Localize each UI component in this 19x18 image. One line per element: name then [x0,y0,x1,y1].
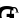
Legend: Titration data, Fitted binding model: Titration data, Fitted binding model [12,12,19,18]
Text: 0.0403 mM DANPY-1 in pH 7.2 TE buffer
Titrated with 1.52 mM Na-DNA in pH 7.2 TE : 0.0403 mM DANPY-1 in pH 7.2 TE buffer Ti… [9,7,19,18]
Text: FIG. 1: FIG. 1 [0,5,19,18]
Text: $\times\,10^{-4}$: $\times\,10^{-4}$ [18,3,19,18]
